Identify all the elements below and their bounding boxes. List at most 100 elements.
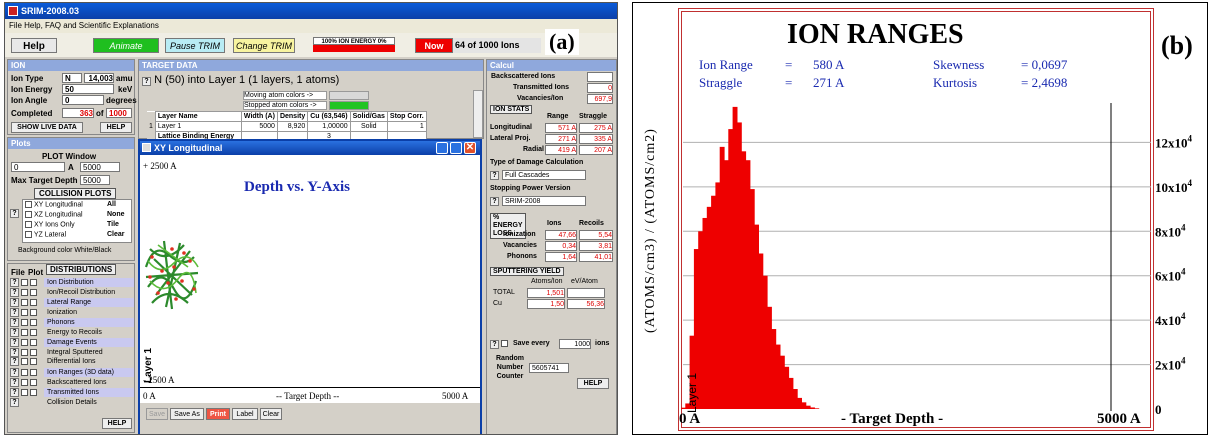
- collision-action[interactable]: Tile: [107, 221, 119, 228]
- plot-checkbox[interactable]: [29, 298, 37, 306]
- stopping-select[interactable]: SRIM-2008: [502, 196, 586, 206]
- plot-checkbox[interactable]: [29, 348, 37, 356]
- file-checkbox[interactable]: [20, 278, 28, 286]
- file-checkbox[interactable]: [20, 378, 28, 386]
- help-icon[interactable]: ?: [10, 338, 19, 347]
- collision-checkbox[interactable]: [25, 201, 32, 208]
- save-as-button[interactable]: Save As: [170, 408, 204, 420]
- dist-row[interactable]: ? Differential Ions: [10, 357, 134, 366]
- help-icon[interactable]: ?: [10, 298, 19, 307]
- plot-checkbox[interactable]: [29, 308, 37, 316]
- ion-help-button[interactable]: HELP: [100, 122, 132, 133]
- ion-mass-input[interactable]: 14,003: [84, 73, 114, 83]
- collision-action[interactable]: Clear: [107, 231, 125, 238]
- save-button[interactable]: Save: [146, 408, 168, 420]
- help-icon[interactable]: ?: [10, 278, 19, 287]
- plot-checkbox[interactable]: [29, 338, 37, 346]
- help-icon[interactable]: ?: [10, 308, 19, 317]
- change-trim-button[interactable]: Change TRIM: [233, 38, 295, 53]
- save-every-input[interactable]: 1000: [559, 339, 591, 349]
- clear-button[interactable]: Clear: [260, 408, 282, 420]
- table-row[interactable]: 1 Layer 1 5000 8,920 1,00000 Solid 1: [147, 121, 427, 132]
- file-checkbox[interactable]: [20, 318, 28, 326]
- collision-action[interactable]: All: [107, 201, 116, 208]
- ion-energy-input[interactable]: 50: [62, 84, 114, 94]
- dist-row[interactable]: ? Ionization: [10, 308, 134, 317]
- plot-checkbox[interactable]: [29, 357, 37, 365]
- minimize-icon[interactable]: [436, 142, 448, 154]
- dist-row[interactable]: ? Backscattered Ions: [10, 378, 134, 387]
- file-checkbox[interactable]: [20, 308, 28, 316]
- save-every-checkbox[interactable]: [501, 340, 509, 348]
- print-button[interactable]: Print: [206, 408, 230, 420]
- ion-type-input[interactable]: N: [62, 73, 82, 83]
- close-icon[interactable]: ✕: [464, 142, 476, 154]
- target-scrollbar[interactable]: [473, 90, 483, 138]
- collision-checkbox[interactable]: [25, 231, 32, 238]
- plot-checkbox[interactable]: [29, 378, 37, 386]
- stopping-help-icon[interactable]: ?: [490, 197, 499, 206]
- file-checkbox[interactable]: [20, 368, 28, 376]
- dist-row[interactable]: ? Energy to Recoils: [10, 328, 134, 337]
- dist-row[interactable]: ? Integral Sputtered: [10, 348, 134, 357]
- plot-checkbox[interactable]: [29, 328, 37, 336]
- file-checkbox[interactable]: [20, 298, 28, 306]
- file-checkbox[interactable]: [20, 357, 28, 365]
- help-icon[interactable]: ?: [10, 348, 19, 357]
- dist-row[interactable]: ? Ion Ranges (3D data): [10, 368, 134, 377]
- cell[interactable]: 8,920: [276, 121, 309, 132]
- cell[interactable]: Layer 1: [154, 121, 242, 132]
- show-live-data-button[interactable]: SHOW LIVE DATA: [11, 122, 83, 133]
- target-help-icon[interactable]: ?: [142, 77, 151, 86]
- distributions-help-button[interactable]: HELP: [102, 418, 132, 429]
- plot-checkbox[interactable]: [29, 318, 37, 326]
- help-icon[interactable]: ?: [10, 368, 19, 377]
- cell[interactable]: 5000: [240, 121, 278, 132]
- menu-bar[interactable]: File Help, FAQ and Scientific Explanatio…: [5, 19, 617, 33]
- file-checkbox[interactable]: [20, 338, 28, 346]
- plot-from-input[interactable]: 0: [11, 162, 65, 172]
- background-color-toggle[interactable]: Background color White/Black: [18, 247, 112, 254]
- label-button[interactable]: Label: [232, 408, 258, 420]
- ion-angle-input[interactable]: 0: [62, 95, 104, 105]
- random-counter-input[interactable]: 5605741: [529, 363, 569, 373]
- help-icon[interactable]: ?: [10, 328, 19, 337]
- plot-to-input[interactable]: 5000: [80, 162, 120, 172]
- dist-row[interactable]: ? Phonons: [10, 318, 134, 327]
- dist-row[interactable]: ? Collision Details: [10, 398, 134, 407]
- help-icon[interactable]: ?: [10, 388, 19, 397]
- help-icon[interactable]: ?: [10, 357, 19, 366]
- cell[interactable]: 1: [386, 121, 427, 132]
- collision-action[interactable]: None: [107, 211, 125, 218]
- dist-row[interactable]: ? Ion Distribution: [10, 278, 134, 287]
- collision-checkbox[interactable]: [25, 211, 32, 218]
- help-icon[interactable]: ?: [10, 398, 19, 407]
- plot-checkbox[interactable]: [29, 278, 37, 286]
- moving-color-swatch[interactable]: [329, 91, 369, 100]
- help-icon[interactable]: ?: [10, 378, 19, 387]
- help-icon[interactable]: ?: [10, 318, 19, 327]
- plot-checkbox[interactable]: [29, 288, 37, 296]
- cell[interactable]: Solid: [349, 121, 388, 132]
- collision-help-icon[interactable]: ?: [10, 209, 19, 218]
- maximize-icon[interactable]: [450, 142, 462, 154]
- dist-row[interactable]: ? Damage Events: [10, 338, 134, 347]
- damage-select[interactable]: Full Cascades: [502, 170, 586, 180]
- file-checkbox[interactable]: [20, 388, 28, 396]
- pause-trim-button[interactable]: Pause TRIM: [165, 38, 225, 53]
- help-button[interactable]: Help: [11, 38, 57, 53]
- collision-checkbox[interactable]: [25, 221, 32, 228]
- plot-checkbox[interactable]: [29, 388, 37, 396]
- cell[interactable]: 1,00000: [307, 121, 351, 132]
- file-checkbox[interactable]: [20, 348, 28, 356]
- plot-checkbox[interactable]: [29, 368, 37, 376]
- file-checkbox[interactable]: [20, 328, 28, 336]
- file-checkbox[interactable]: [20, 288, 28, 296]
- dist-row[interactable]: ? Transmitted Ions: [10, 388, 134, 397]
- animate-button[interactable]: Animate: [93, 38, 159, 53]
- damage-help-icon[interactable]: ?: [490, 171, 499, 180]
- dist-row[interactable]: ? Ion/Recoil Distribution: [10, 288, 134, 297]
- help-icon[interactable]: ?: [10, 288, 19, 297]
- dist-row[interactable]: ? Lateral Range: [10, 298, 134, 307]
- save-help-icon[interactable]: ?: [490, 340, 499, 349]
